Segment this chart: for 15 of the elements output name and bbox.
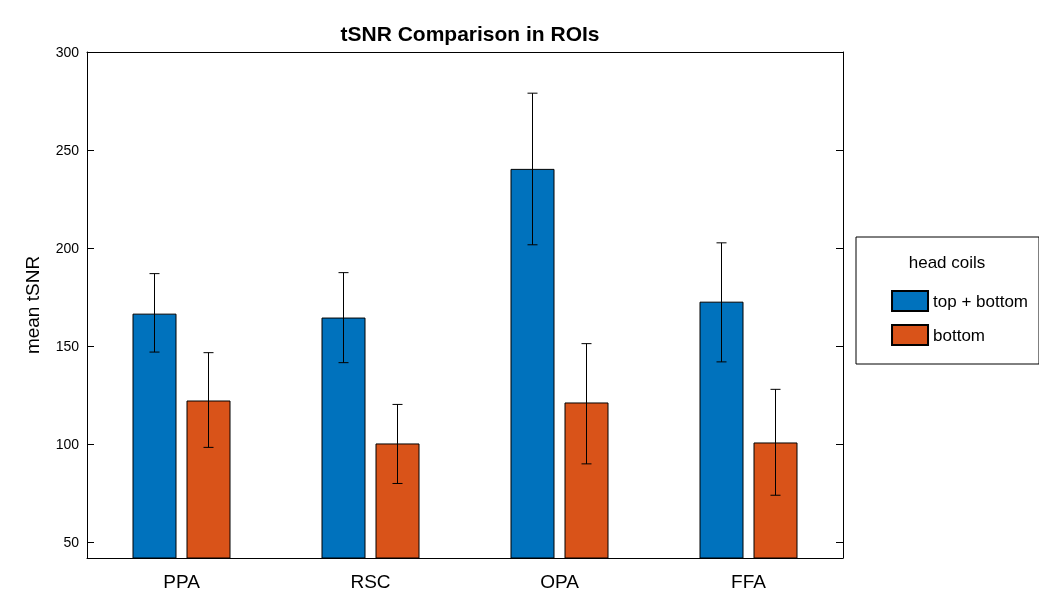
x-tick-label: PPA	[163, 571, 201, 592]
x-tick-label: OPA	[540, 571, 580, 592]
y-tick-label: 200	[55, 240, 80, 257]
y-tick-label: 300	[55, 44, 80, 60]
y-tick-label: 50	[63, 534, 80, 551]
y-tick-label: 150	[55, 338, 80, 355]
x-tick-label: RSC	[350, 571, 391, 592]
y-axis-title: mean tSNR	[22, 255, 43, 355]
y-tick-label: 250	[55, 142, 80, 159]
chart-title: tSNR Comparison in ROIs	[340, 22, 600, 45]
y-tick-label: 100	[55, 436, 80, 453]
legend-title: head coils	[908, 252, 986, 272]
legend-label: top + bottom	[933, 291, 1029, 311]
legend-label: bottom	[933, 325, 986, 345]
x-tick-label: FFA	[731, 571, 767, 592]
